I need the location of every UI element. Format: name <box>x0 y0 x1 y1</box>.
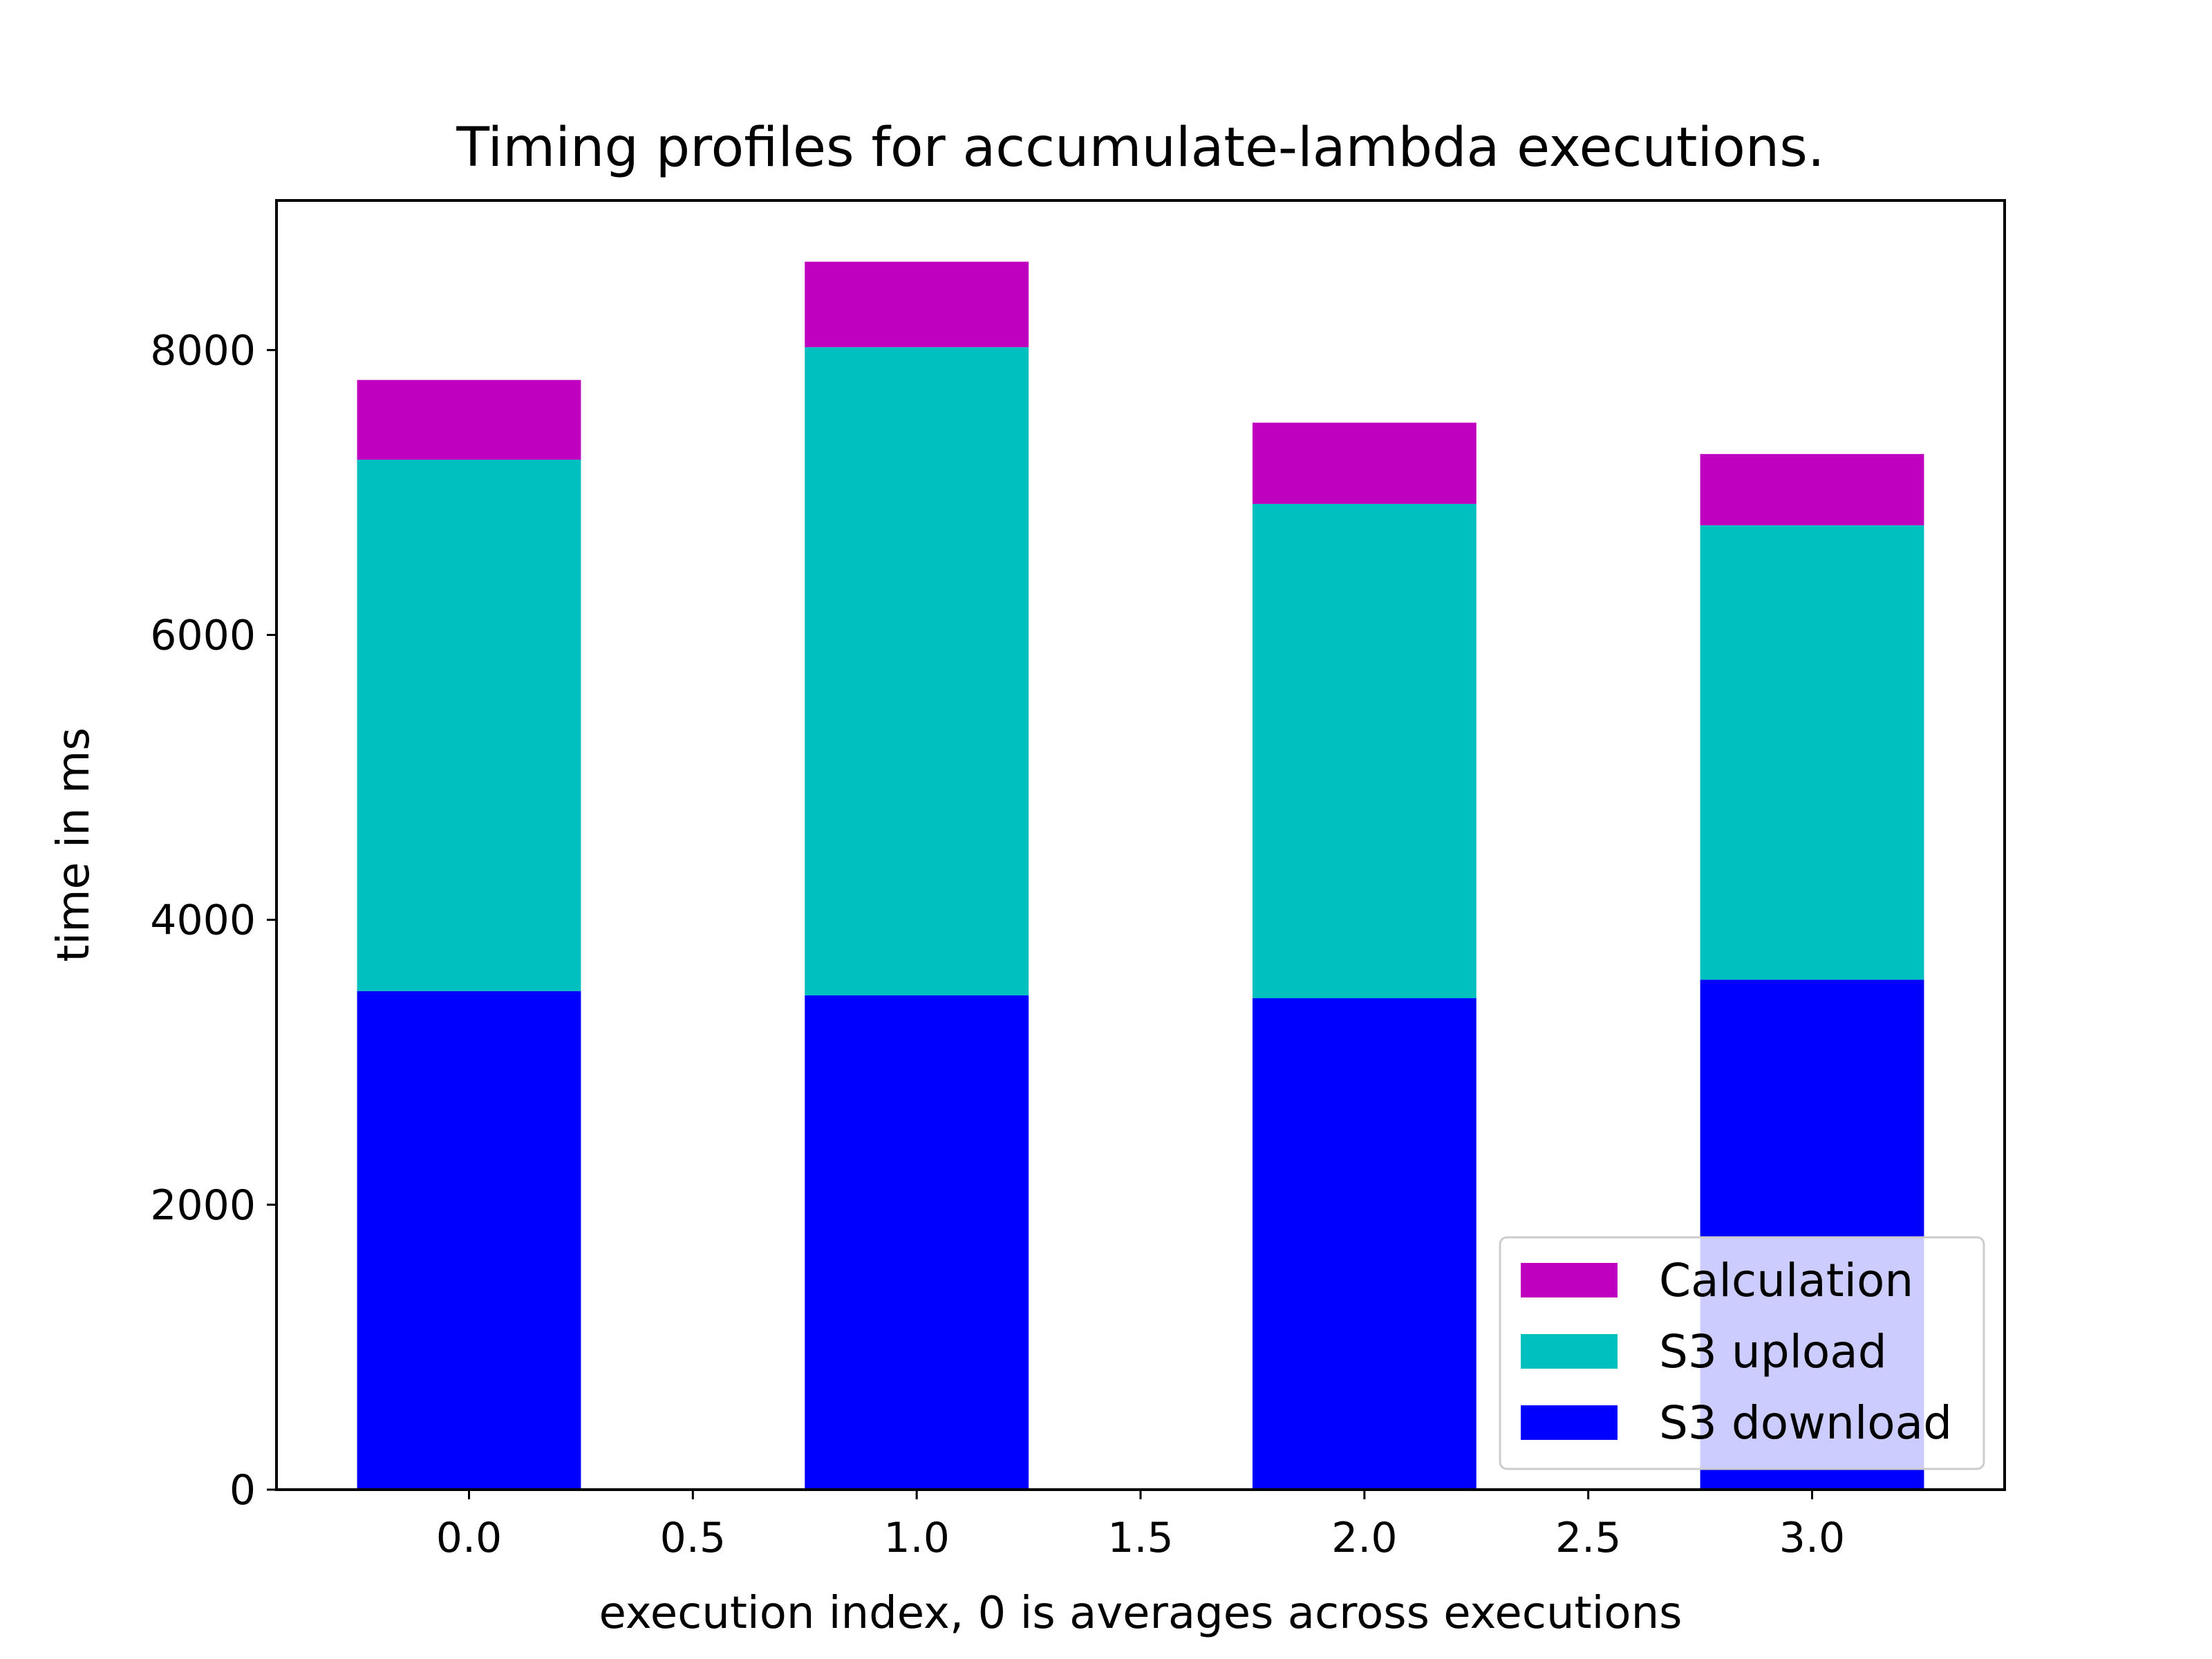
x-tick-label: 1.5 <box>1107 1514 1173 1562</box>
y-tick-label: 4000 <box>150 897 256 945</box>
bars-group <box>357 261 1924 1490</box>
bar-s3-upload-0 <box>357 460 581 991</box>
x-tick-label: 2.5 <box>1555 1514 1621 1562</box>
bar-s3-download-2 <box>1252 998 1477 1490</box>
bar-s3-upload-1 <box>805 347 1029 995</box>
legend-label-s3-upload: S3 upload <box>1659 1325 1887 1378</box>
chart-title: Timing profiles for accumulate-lambda ex… <box>456 117 1824 179</box>
bar-s3-download-0 <box>357 991 581 1490</box>
bar-calculation-1 <box>805 261 1029 348</box>
x-tick-label: 3.0 <box>1779 1514 1845 1562</box>
x-tick-label: 1.0 <box>883 1514 949 1562</box>
bar-calculation-2 <box>1252 422 1477 504</box>
y-tick-label: 6000 <box>150 612 256 660</box>
bar-calculation-3 <box>1700 453 1924 525</box>
legend-frame <box>1499 1236 1985 1470</box>
x-tick-label: 2.0 <box>1331 1514 1397 1562</box>
bar-s3-upload-3 <box>1700 525 1924 980</box>
legend: Calculation S3 upload S3 download <box>1499 1236 1985 1470</box>
bar-calculation-0 <box>357 379 581 460</box>
legend-label-s3-download: S3 download <box>1659 1396 1952 1450</box>
y-tick-label: 2000 <box>150 1181 256 1230</box>
y-axis-label: time in ms <box>48 727 100 962</box>
x-axis: 0.0 0.5 1.0 1.5 2.0 2.5 3.0 <box>436 1490 1845 1562</box>
y-tick-label: 0 <box>229 1466 256 1515</box>
legend-label-calculation: Calculation <box>1659 1254 1913 1307</box>
x-tick-label: 0.0 <box>436 1514 502 1562</box>
x-axis-label: execution index, 0 is averages across ex… <box>599 1588 1683 1639</box>
bar-s3-download-1 <box>805 995 1029 1490</box>
legend-swatch-s3-upload <box>1521 1334 1618 1369</box>
bar-s3-upload-2 <box>1252 503 1477 999</box>
y-tick-label: 8000 <box>150 326 256 375</box>
legend-swatch-calculation <box>1521 1263 1618 1297</box>
y-axis: 0 2000 4000 6000 8000 <box>150 326 276 1515</box>
x-tick-label: 0.5 <box>660 1514 726 1562</box>
legend-swatch-s3-download <box>1521 1405 1618 1440</box>
